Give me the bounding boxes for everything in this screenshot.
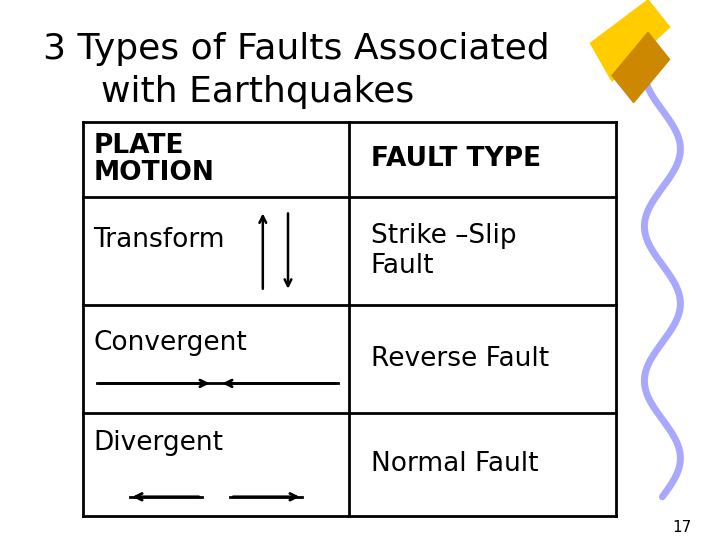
Text: Divergent: Divergent [94,430,224,456]
Text: Strike –Slip
Fault: Strike –Slip Fault [371,223,516,279]
Text: 17: 17 [672,519,691,535]
Text: MOTION: MOTION [94,160,215,186]
Text: Convergent: Convergent [94,330,248,356]
Text: Transform: Transform [94,227,225,253]
Polygon shape [612,32,670,103]
Text: with Earthquakes: with Earthquakes [101,75,414,109]
Text: FAULT TYPE: FAULT TYPE [371,146,541,172]
Text: Reverse Fault: Reverse Fault [371,346,549,372]
Text: PLATE: PLATE [94,133,184,159]
Text: Normal Fault: Normal Fault [371,451,539,477]
Polygon shape [590,0,670,81]
Text: 3 Types of Faults Associated: 3 Types of Faults Associated [43,32,550,65]
